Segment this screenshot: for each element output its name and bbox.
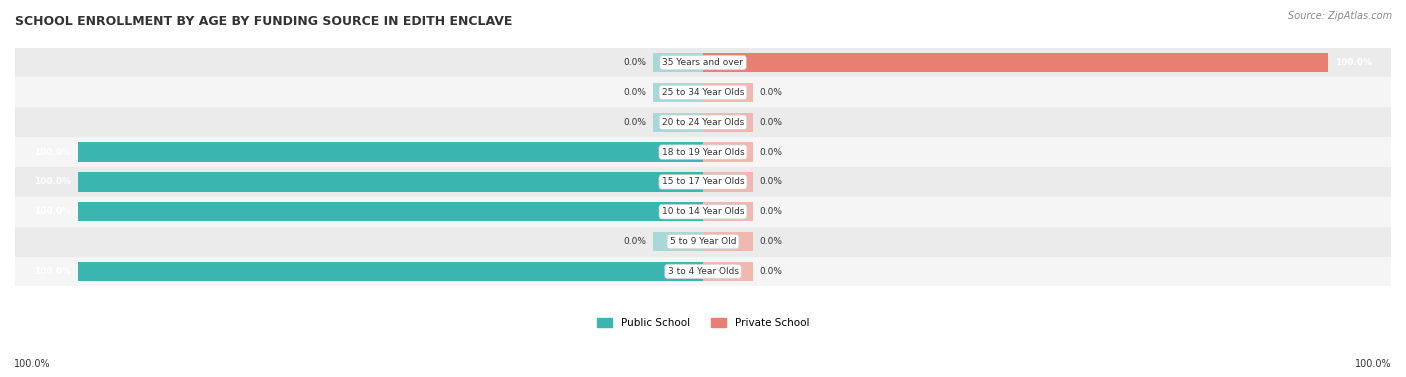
Bar	[77, 202, 703, 221]
Text: 0.0%: 0.0%	[759, 207, 782, 216]
Text: 0.0%: 0.0%	[759, 88, 782, 97]
Text: 35 Years and over: 35 Years and over	[662, 58, 744, 67]
Bar	[77, 172, 703, 192]
Legend: Public School, Private School: Public School, Private School	[593, 314, 813, 332]
Text: 100.0%: 100.0%	[1334, 58, 1372, 67]
Text: 100.0%: 100.0%	[14, 359, 51, 369]
Text: 18 to 19 Year Olds: 18 to 19 Year Olds	[662, 147, 744, 156]
Text: 5 to 9 Year Old: 5 to 9 Year Old	[669, 237, 737, 246]
Bar	[703, 143, 754, 162]
Bar	[15, 48, 1391, 78]
Text: 0.0%: 0.0%	[759, 118, 782, 127]
Bar	[703, 262, 754, 281]
Bar	[703, 172, 754, 192]
Text: 100.0%: 100.0%	[34, 267, 72, 276]
Bar	[77, 143, 703, 162]
Text: 10 to 14 Year Olds: 10 to 14 Year Olds	[662, 207, 744, 216]
Text: 3 to 4 Year Olds: 3 to 4 Year Olds	[668, 267, 738, 276]
Text: 0.0%: 0.0%	[624, 88, 647, 97]
Text: 20 to 24 Year Olds: 20 to 24 Year Olds	[662, 118, 744, 127]
Text: 0.0%: 0.0%	[759, 178, 782, 186]
Bar	[15, 256, 1391, 287]
Bar	[703, 232, 754, 251]
Text: 0.0%: 0.0%	[759, 267, 782, 276]
Bar	[77, 262, 703, 281]
Bar	[703, 83, 754, 102]
Bar	[15, 78, 1391, 107]
Text: SCHOOL ENROLLMENT BY AGE BY FUNDING SOURCE IN EDITH ENCLAVE: SCHOOL ENROLLMENT BY AGE BY FUNDING SOUR…	[15, 15, 512, 28]
Text: 0.0%: 0.0%	[624, 118, 647, 127]
Bar	[703, 113, 754, 132]
Text: 0.0%: 0.0%	[624, 58, 647, 67]
Bar	[652, 53, 703, 72]
Bar	[652, 232, 703, 251]
Bar	[15, 137, 1391, 167]
Text: 100.0%: 100.0%	[34, 147, 72, 156]
Text: 100.0%: 100.0%	[1355, 359, 1392, 369]
Text: 0.0%: 0.0%	[759, 237, 782, 246]
Text: 0.0%: 0.0%	[624, 237, 647, 246]
Bar	[15, 167, 1391, 197]
Bar	[15, 197, 1391, 227]
Bar	[703, 53, 1329, 72]
Bar	[15, 107, 1391, 137]
Bar	[703, 202, 754, 221]
Text: Source: ZipAtlas.com: Source: ZipAtlas.com	[1288, 11, 1392, 21]
Text: 100.0%: 100.0%	[34, 178, 72, 186]
Text: 100.0%: 100.0%	[34, 207, 72, 216]
Text: 25 to 34 Year Olds: 25 to 34 Year Olds	[662, 88, 744, 97]
Bar	[652, 83, 703, 102]
Bar	[652, 113, 703, 132]
Bar	[15, 227, 1391, 256]
Text: 15 to 17 Year Olds: 15 to 17 Year Olds	[662, 178, 744, 186]
Text: 0.0%: 0.0%	[759, 147, 782, 156]
